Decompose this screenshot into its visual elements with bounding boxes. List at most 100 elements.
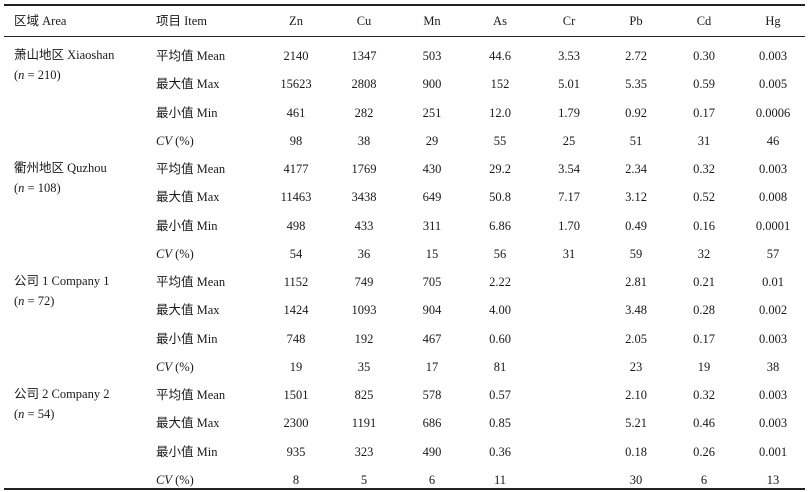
table-cell-as: 55 [493,134,507,148]
header-cr: Cr [562,14,576,28]
table-cell-mn: 6 [428,473,436,487]
table-cell-cu: 2808 [351,77,377,91]
table-cell-mn: 15 [425,247,439,261]
table-cell-cd: 32 [697,247,711,261]
table-cell-as: 44.6 [489,49,511,63]
table-cell-cu: 323 [354,445,374,459]
table-cell-mn: 503 [422,49,442,63]
table-cell-zn: 461 [286,106,306,120]
table-cell-zn: 2300 [283,416,309,430]
row-label: 平均值 Mean [156,162,226,176]
table-cell-cd: 19 [697,360,711,374]
row-label: 最大值 Max [156,77,220,91]
table-cell-zn: 748 [286,332,306,346]
area-sample-size: (n = 108) [14,181,61,195]
table-cell-hg: 0.0006 [755,106,791,120]
table-cell-pb: 0.49 [625,219,647,233]
table-cell-as: 0.60 [489,332,511,346]
table-cell-pb: 3.12 [625,190,647,204]
table-cell-mn: 649 [422,190,442,204]
table-cell-pb: 5.21 [625,416,647,430]
table-cell-cd: 0.26 [693,445,715,459]
row-label: CV (%) [156,473,194,487]
table-cell-hg: 0.001 [758,445,788,459]
cv-variable: CV [156,247,172,261]
table-cell-cu: 282 [354,106,374,120]
row-label: 最小值 Min [156,106,218,120]
table-cell-cd: 0.32 [693,388,715,402]
table-cell-zn: 498 [286,219,306,233]
table-cell-pb: 3.48 [625,303,647,317]
table-cell-cu: 825 [354,388,374,402]
table-cell-pb: 0.18 [625,445,647,459]
row-label: 最小值 Min [156,219,218,233]
table-cell-hg: 57 [766,247,780,261]
header-cu: Cu [356,14,372,28]
table-cell-cd: 0.21 [693,275,715,289]
table-cell-cu: 5 [360,473,368,487]
table-cell-cr: 31 [562,247,576,261]
table-cell-hg: 0.002 [758,303,788,317]
row-label: CV (%) [156,360,194,374]
table-cell-zn: 1152 [283,275,309,289]
table-cell-cd: 6 [700,473,708,487]
table-cell-cu: 433 [354,219,374,233]
table-cell-cr: 1.70 [558,219,580,233]
table-bottom-rule [4,488,805,490]
table-cell-cu: 1191 [351,416,377,430]
area-sample-size: (n = 72) [14,294,55,308]
table-cell-cd: 0.52 [693,190,715,204]
table-cell-as: 56 [493,247,507,261]
header-pb: Pb [629,14,643,28]
table-cell-mn: 490 [422,445,442,459]
table-cell-cr: 25 [562,134,576,148]
table-cell-cd: 0.17 [693,106,715,120]
table-cell-hg: 46 [766,134,780,148]
table-cell-mn: 430 [422,162,442,176]
area-sample-size: (n = 210) [14,68,61,82]
row-label: 平均值 Mean [156,275,226,289]
table-cell-zn: 1501 [283,388,309,402]
table-cell-pb: 2.05 [625,332,647,346]
table-cell-zn: 4177 [283,162,309,176]
header-mn: Mn [423,14,441,28]
table-cell-pb: 23 [629,360,643,374]
table-cell-cu: 749 [354,275,374,289]
table-cell-hg: 0.003 [758,332,788,346]
table-cell-zn: 54 [289,247,303,261]
table-top-rule [4,4,805,6]
header-area: 区域 Area [14,14,67,28]
table-cell-zn: 15623 [280,77,312,91]
sample-size-variable: n [18,407,25,421]
table-cell-cd: 0.46 [693,416,715,430]
table-cell-zn: 19 [289,360,303,374]
table-cell-as: 0.36 [489,445,511,459]
table-cell-hg: 0.008 [758,190,788,204]
table-cell-cd: 0.28 [693,303,715,317]
header-zn: Zn [289,14,303,28]
table-cell-as: 29.2 [489,162,511,176]
table-cell-mn: 705 [422,275,442,289]
table-cell-as: 6.86 [489,219,511,233]
table-cell-hg: 0.01 [762,275,784,289]
row-label: 最小值 Min [156,445,218,459]
table-cell-zn: 1424 [283,303,309,317]
header-as: As [493,14,507,28]
table-cell-as: 50.8 [489,190,511,204]
table-cell-cr: 5.01 [558,77,580,91]
table-cell-mn: 467 [422,332,442,346]
table-cell-cd: 0.59 [693,77,715,91]
table-cell-mn: 900 [422,77,442,91]
row-label: 最小值 Min [156,332,218,346]
table-cell-zn: 11463 [280,190,312,204]
row-label: 平均值 Mean [156,49,226,63]
table-cell-mn: 686 [422,416,442,430]
table-cell-mn: 578 [422,388,442,402]
sample-size-variable: n [18,294,25,308]
table-cell-cu: 3438 [351,190,377,204]
header-item: 项目 Item [156,14,208,28]
table-cell-hg: 38 [766,360,780,374]
table-cell-cu: 192 [354,332,374,346]
table-cell-cr: 3.53 [558,49,580,63]
sample-size-variable: n [18,181,25,195]
